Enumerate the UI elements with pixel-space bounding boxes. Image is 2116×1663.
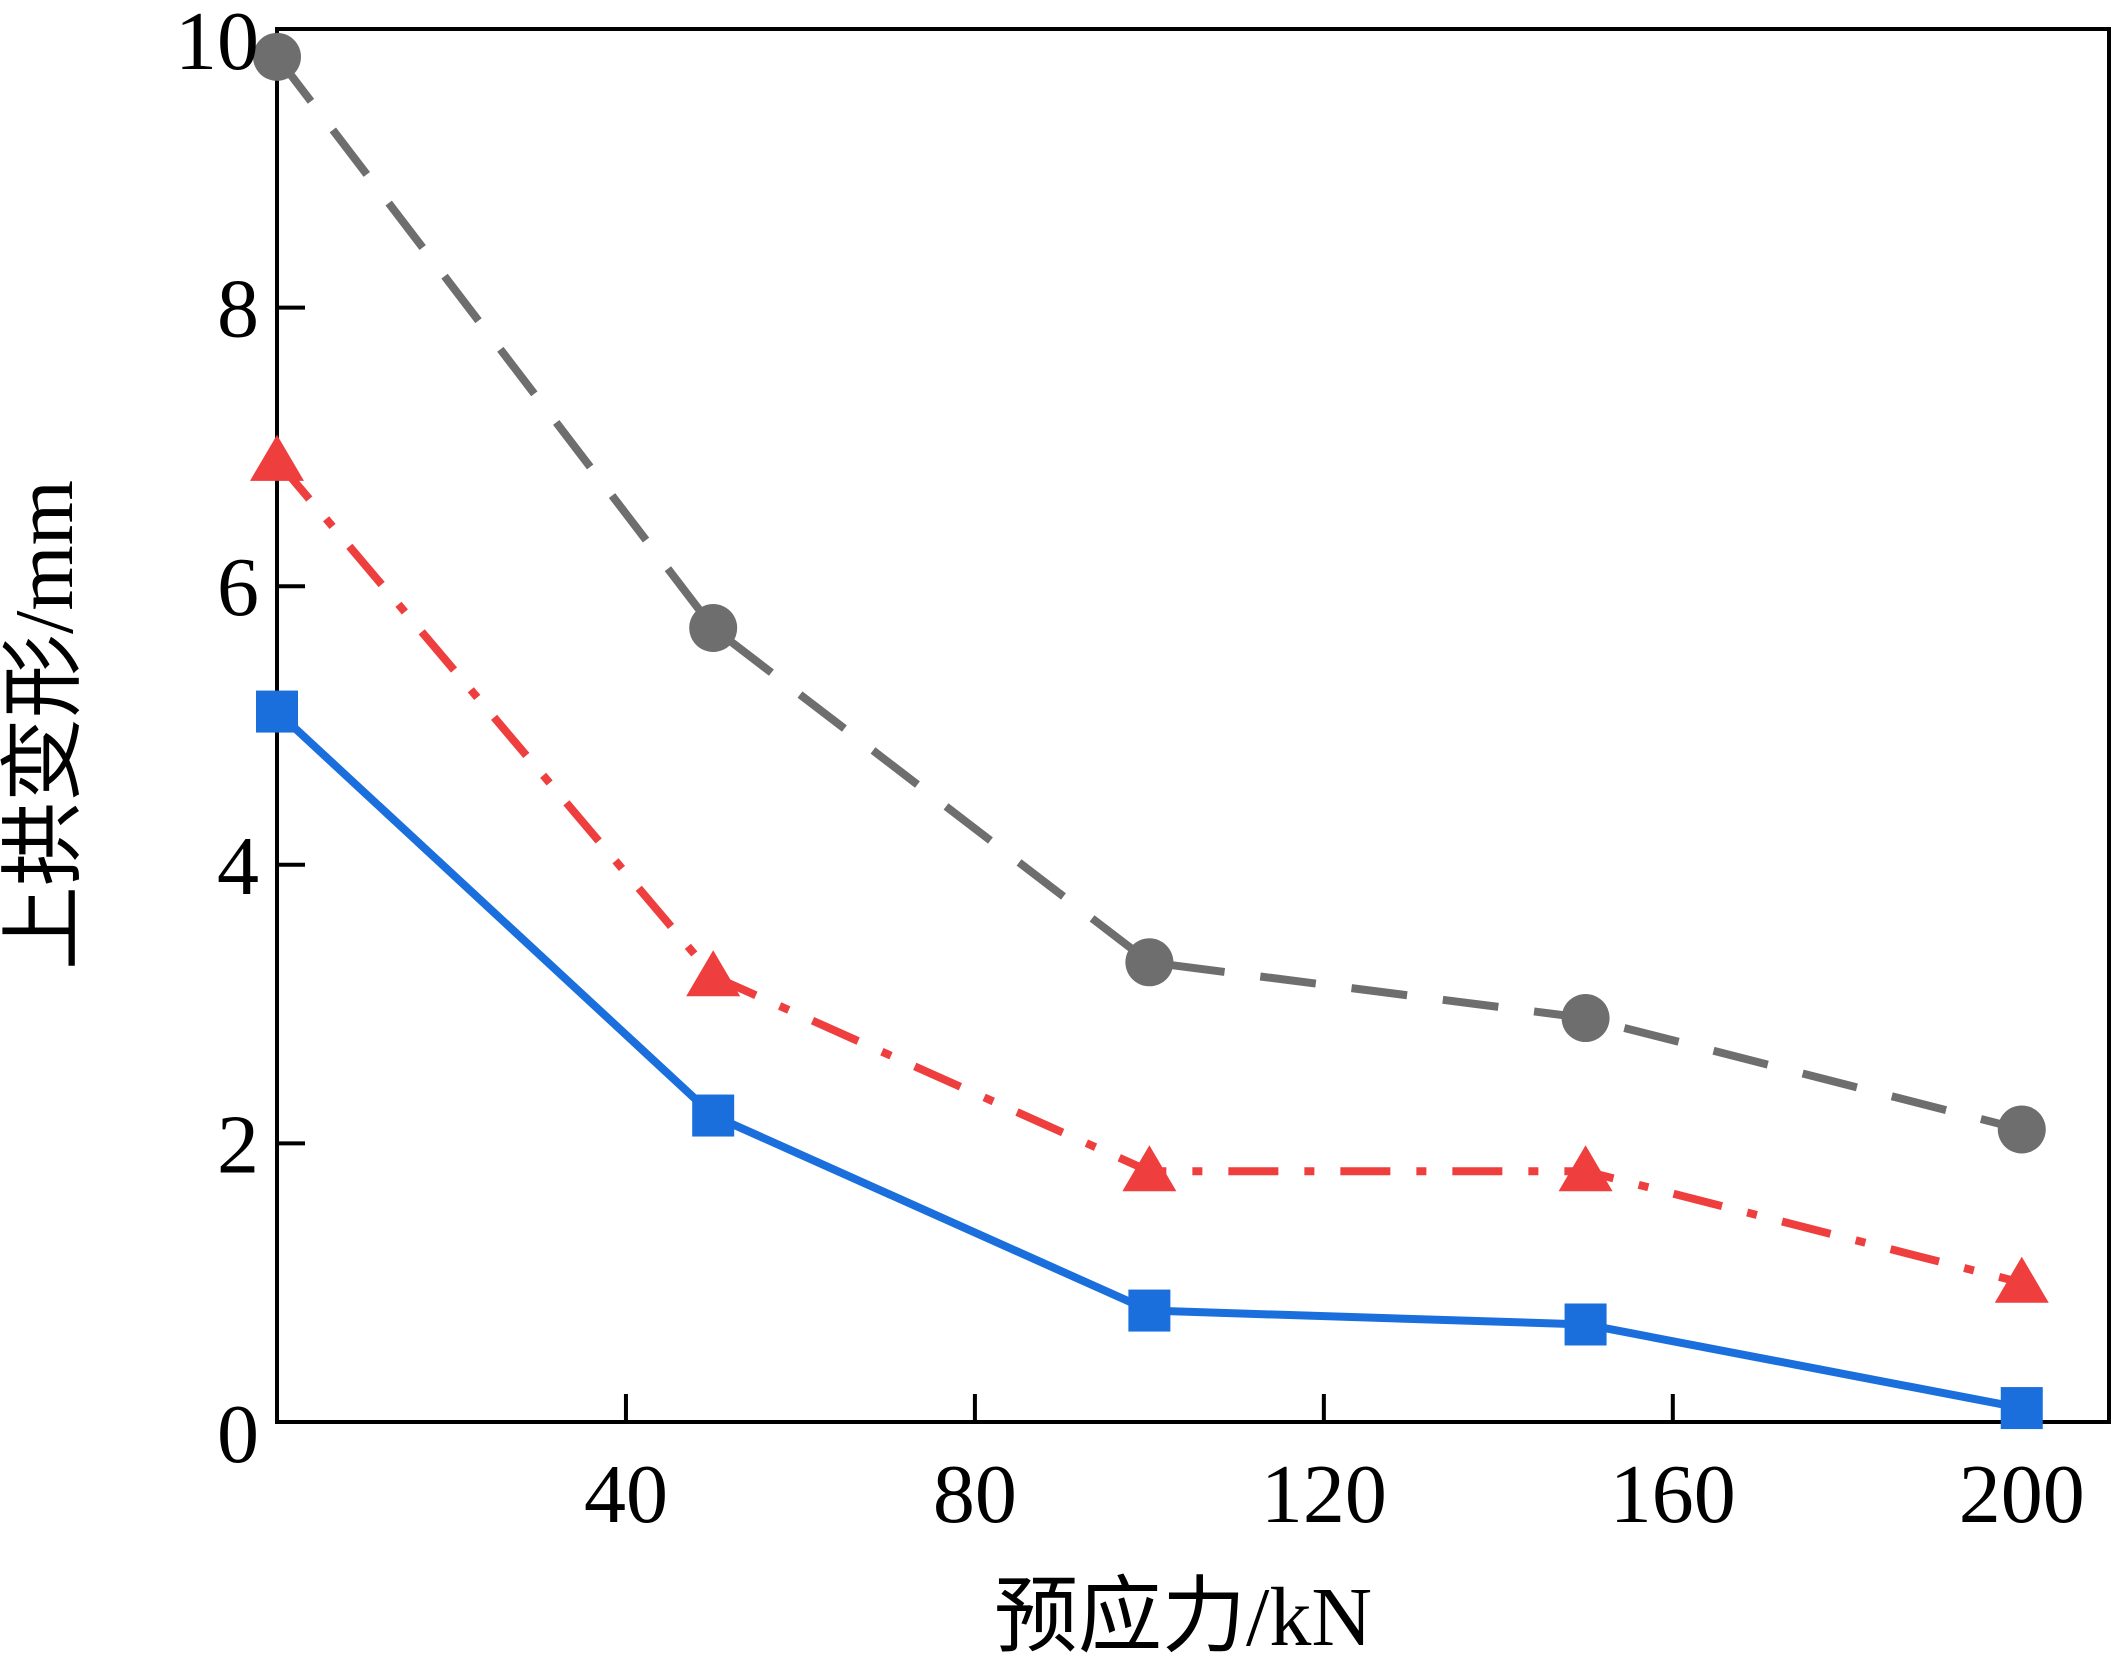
plot-frame [275,27,2111,1424]
data-point-square [256,690,298,733]
y-tick-label: 4 [217,820,259,913]
x-axis-label: 预应力/kN [994,1571,1372,1663]
y-axis-label: 上拱变形/mm [0,480,91,970]
y-tick-label: 8 [217,263,259,356]
data-point-triangle [1994,1256,2049,1303]
y-tick-label: 2 [217,1098,259,1191]
data-point-triangle [1122,1145,1177,1192]
series-markers [250,32,2049,1430]
data-point-square [692,1094,735,1137]
x-tick-label: 120 [1261,1448,1387,1541]
data-point-square [1128,1289,1171,1332]
data-point-circle [1997,1105,2046,1154]
data-point-square [2000,1387,2043,1430]
data-point-triangle [686,950,741,997]
y-tick-label: 6 [217,541,259,634]
data-point-square [1564,1303,1607,1346]
data-point-circle [689,603,738,652]
x-tick-label: 200 [1959,1448,2085,1541]
data-point-circle [253,32,301,81]
y-tick-label: 0 [217,1388,259,1481]
data-point-circle [1125,938,1174,987]
data-point-triangle [1558,1145,1613,1192]
y-tick-label: 10 [175,0,259,88]
tick-labels: 40 80 120 160 200 0 2 4 6 8 10 [175,0,2085,1541]
series-line-0 [273,54,2023,1134]
x-tick-label: 40 [584,1448,668,1541]
x-tick-label: 160 [1610,1448,1736,1541]
data-point-triangle [250,434,304,481]
series-lines [273,54,2023,1412]
x-tick-label: 80 [933,1448,1017,1541]
tick-marks [277,305,2024,1422]
data-point-circle [1561,994,1610,1043]
